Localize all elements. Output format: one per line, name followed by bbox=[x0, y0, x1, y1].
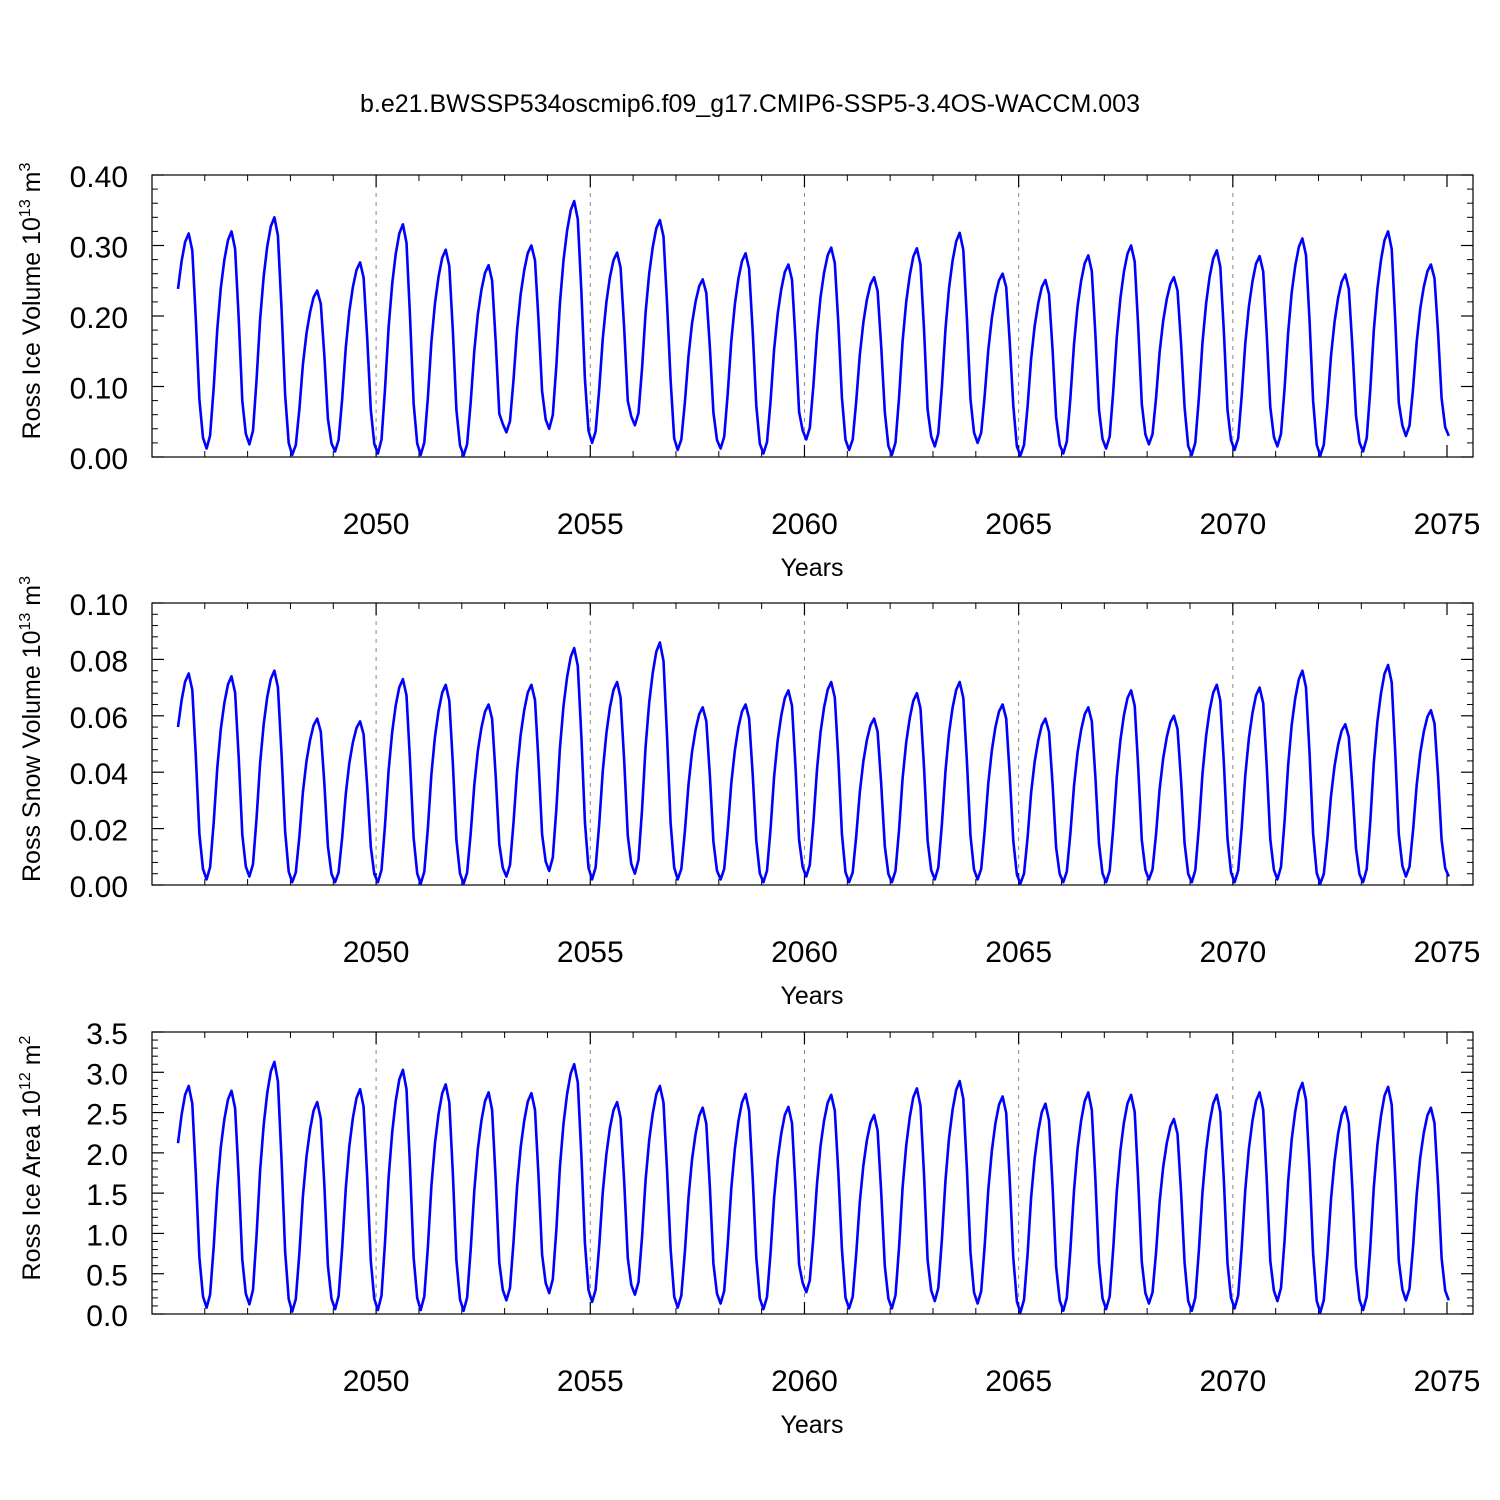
y-tick-label: 1.0 bbox=[86, 1219, 128, 1252]
x-tick-label: 2070 bbox=[1199, 508, 1266, 541]
x-axis-label: Years bbox=[780, 982, 843, 1010]
series-line bbox=[176, 641, 1450, 885]
panel-3: 0.0 0.5 1.0 1.5 2.0 2.5 3.0 3.5 2050 2055 2060 2065… bbox=[17, 1018, 1480, 1439]
figure-title: b.e21.BWSSP534oscmip6.f09_g17.CMIP6-SSP5… bbox=[360, 90, 1140, 118]
y-tick-label: 0.0 bbox=[86, 1300, 128, 1333]
plot-frame bbox=[151, 1031, 1474, 1315]
x-tick-label: 2065 bbox=[985, 1365, 1052, 1398]
x-tick-label: 2075 bbox=[1414, 1365, 1481, 1398]
plot-frame bbox=[151, 602, 1474, 886]
y-tick-label: 3.0 bbox=[86, 1058, 128, 1091]
x-tick-label: 2050 bbox=[343, 1365, 410, 1398]
y-tick-label: 0.10 bbox=[70, 373, 128, 406]
x-tick-label: 2060 bbox=[771, 508, 838, 541]
plot-frame bbox=[151, 174, 1474, 458]
y-tick-label: 2.5 bbox=[86, 1099, 128, 1132]
y-tick-label: 0.06 bbox=[70, 702, 128, 735]
x-tick-label: 2075 bbox=[1414, 508, 1481, 541]
y-tick-label: 0.20 bbox=[70, 302, 128, 335]
y-tick-label: 3.5 bbox=[86, 1018, 128, 1051]
y-tick-label: 1.5 bbox=[86, 1179, 128, 1212]
x-tick-label: 2050 bbox=[343, 936, 410, 969]
y-tick-label: 0.30 bbox=[70, 232, 128, 265]
x-tick-label: 2055 bbox=[557, 936, 624, 969]
series-line bbox=[176, 199, 1450, 457]
x-tick-label: 2060 bbox=[771, 936, 838, 969]
x-tick-label: 2070 bbox=[1199, 1365, 1266, 1398]
y-tick-label: 0.02 bbox=[70, 815, 128, 848]
x-tick-label: 2075 bbox=[1414, 936, 1481, 969]
y-axis-label: Ross Ice Volume 1013 m3 bbox=[17, 162, 46, 439]
y-axis-label: Ross Snow Volume 1013 m3 bbox=[17, 576, 46, 882]
x-axis-label: Years bbox=[780, 554, 843, 582]
y-tick-label: 0.40 bbox=[70, 161, 128, 194]
panels: 0.00 0.10 0.20 0.30 0.40 2050 2055 2060 2065 2070… bbox=[17, 161, 1480, 1439]
x-axis-label: Years bbox=[780, 1411, 843, 1439]
y-tick-label: 0.04 bbox=[70, 758, 128, 791]
panel-2: 0.00 0.02 0.04 0.06 0.08 0.10 2050 2055 2060 2065… bbox=[17, 576, 1480, 1010]
x-tick-label: 2050 bbox=[343, 508, 410, 541]
y-tick-label: 2.0 bbox=[86, 1139, 128, 1172]
y-tick-label: 0.10 bbox=[70, 589, 128, 622]
x-tick-label: 2065 bbox=[985, 508, 1052, 541]
y-axis-label: Ross Ice Area 1012 m2 bbox=[17, 1035, 46, 1280]
y-tick-label: 0.00 bbox=[70, 871, 128, 904]
y-tick-label: 0.08 bbox=[70, 645, 128, 678]
y-tick-label: 0.00 bbox=[70, 443, 128, 476]
x-tick-label: 2070 bbox=[1199, 936, 1266, 969]
series-line bbox=[176, 1060, 1451, 1314]
x-tick-label: 2060 bbox=[771, 1365, 838, 1398]
x-tick-label: 2055 bbox=[557, 508, 624, 541]
y-tick-label: 0.5 bbox=[86, 1260, 128, 1293]
panel-1: 0.00 0.10 0.20 0.30 0.40 2050 2055 2060 2065 2070… bbox=[17, 161, 1480, 582]
x-tick-label: 2065 bbox=[985, 936, 1052, 969]
x-tick-label: 2055 bbox=[557, 1365, 624, 1398]
